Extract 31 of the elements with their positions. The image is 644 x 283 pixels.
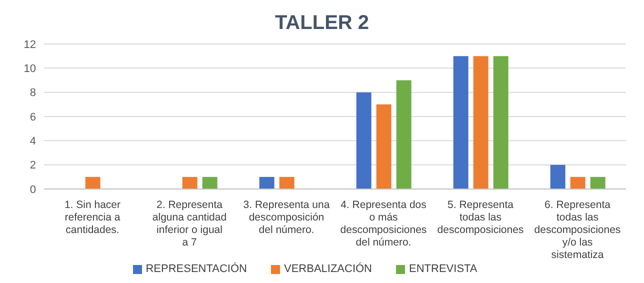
bar bbox=[259, 176, 274, 189]
bar bbox=[493, 56, 508, 189]
bar bbox=[550, 164, 566, 189]
legend-label: REPRESENTACIÓN bbox=[146, 263, 247, 275]
bar bbox=[202, 176, 218, 189]
bar bbox=[182, 176, 198, 189]
y-tick-label: 2 bbox=[30, 160, 36, 172]
bar bbox=[396, 80, 412, 189]
bar bbox=[453, 56, 468, 189]
x-tick-label: 6. Representa todas las descomposiciones y/o las sistematiza bbox=[534, 199, 621, 261]
bar bbox=[376, 104, 392, 189]
y-tick-label: 0 bbox=[30, 184, 36, 196]
y-tick-label: 12 bbox=[24, 38, 36, 51]
x-tick-label: 3. Representa una descomposición del número. bbox=[243, 199, 330, 236]
x-tick-label: 5. Representa todas las descomposiciones bbox=[437, 199, 524, 236]
legend-label: ENTREVISTA bbox=[409, 263, 478, 275]
x-tick-label: 4. Representa dos o más descomposiciones del número. bbox=[340, 199, 427, 248]
bar bbox=[570, 176, 586, 189]
y-tick-label: 6 bbox=[30, 111, 36, 124]
bar bbox=[279, 176, 294, 189]
bar bbox=[590, 176, 606, 189]
chart-title: TALLER 2 bbox=[274, 11, 370, 36]
x-tick-label: 1. Sin hacer referencia a cantidades. bbox=[64, 199, 122, 236]
x-tick-label: 2. Representa alguna cantidad inferior o igual a 7 bbox=[152, 199, 227, 248]
bar bbox=[356, 92, 372, 189]
bar bbox=[473, 56, 488, 189]
legend-label: VERBALIZACIÓN bbox=[284, 263, 372, 275]
y-tick-label: 8 bbox=[30, 87, 36, 100]
y-tick-label: 4 bbox=[30, 136, 36, 148]
bar bbox=[85, 176, 100, 189]
y-tick-label: 10 bbox=[24, 63, 36, 76]
